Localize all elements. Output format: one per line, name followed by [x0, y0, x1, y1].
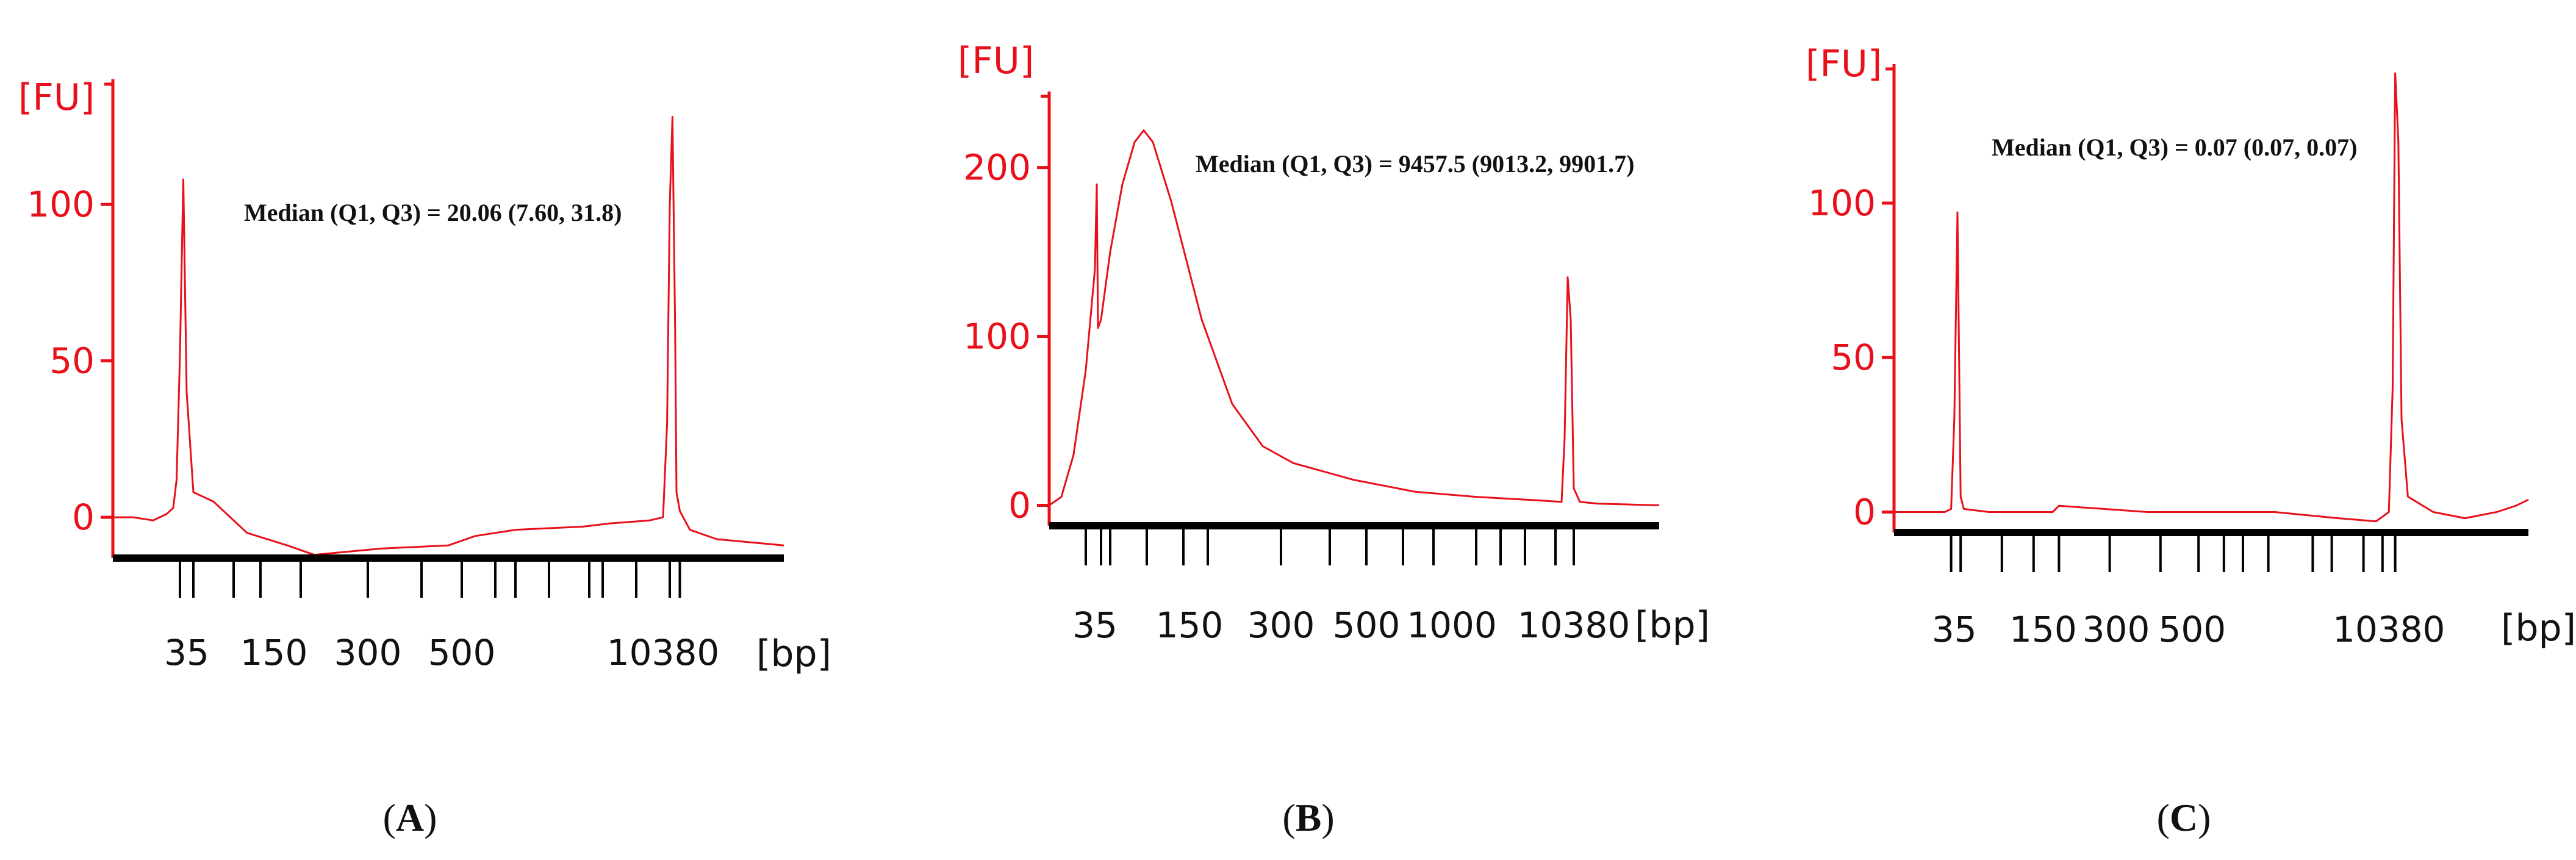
y-tick-label: 0	[1853, 491, 1876, 532]
y-tick-label: 0	[1008, 484, 1031, 526]
x-axis-tick-labels: 35 150 300 500 10380	[164, 632, 719, 673]
y-axis-ticks: 0 50 100	[27, 82, 113, 538]
y-unit-label: [FU]	[958, 40, 1034, 82]
y-tick-label: 100	[963, 316, 1031, 357]
x-unit-label: [bp]	[2501, 607, 2576, 650]
chart-panel-b: [FU] Median (Q1, Q3) = 9457.5 (9013.2, 9…	[958, 40, 1710, 647]
panel-label-b: (B)	[1282, 796, 1334, 839]
x-tick-label: 35	[1932, 609, 1977, 650]
median-annotation: Median (Q1, Q3) = 20.06 (7.60, 31.8)	[244, 199, 622, 226]
electropherogram-trace	[113, 116, 784, 556]
y-axis-ticks: 0 100 200	[963, 95, 1049, 526]
x-tick-label: 300	[2083, 609, 2150, 650]
x-axis-ticks	[179, 558, 681, 598]
x-tick-label: 300	[334, 632, 402, 673]
y-tick-label: 0	[72, 496, 95, 538]
y-axis-ticks: 0 50 100	[1808, 67, 1894, 532]
panel-label-c: (C)	[2157, 796, 2211, 839]
x-tick-label: 150	[2009, 609, 2077, 650]
x-tick-label: 10380	[1518, 604, 1631, 646]
x-tick-label: 500	[1333, 604, 1401, 646]
x-unit-label: [bp]	[756, 632, 831, 675]
y-unit-label: [FU]	[1806, 43, 1882, 85]
x-tick-label: 10380	[2333, 609, 2445, 650]
x-unit-label: [bp]	[1635, 604, 1710, 647]
x-tick-label: 150	[240, 632, 308, 673]
x-tick-label: 300	[1247, 604, 1315, 646]
y-tick-label: 200	[963, 147, 1031, 188]
x-tick-label: 10380	[607, 632, 720, 673]
y-tick-label: 100	[1808, 182, 1876, 224]
x-axis-tick-labels: 35 150 300 500 1000 10380	[1072, 604, 1630, 646]
median-annotation: Median (Q1, Q3) = 0.07 (0.07, 0.07)	[1992, 134, 2357, 161]
y-tick-label: 50	[1831, 337, 1876, 378]
x-axis-ticks	[1950, 532, 2397, 572]
x-tick-label: 500	[428, 632, 496, 673]
y-tick-label: 50	[49, 340, 95, 382]
x-tick-label: 150	[1156, 604, 1224, 646]
panel-label-a: (A)	[383, 796, 437, 839]
chart-panel-a: [FU] Median (Q1, Q3) = 20.06 (7.60, 31.8…	[18, 76, 831, 675]
panel-labels: (A) (B) (C)	[383, 796, 2211, 839]
x-tick-label: 35	[164, 632, 209, 673]
x-tick-label: 35	[1072, 604, 1118, 646]
y-tick-label: 100	[27, 184, 95, 225]
x-axis-ticks	[1085, 526, 1575, 565]
x-axis-tick-labels: 35 150 300 500 10380	[1932, 609, 2445, 650]
y-unit-label: [FU]	[18, 76, 95, 119]
electropherogram-trace	[1894, 72, 2529, 523]
x-tick-label: 1000	[1407, 604, 1497, 646]
median-annotation: Median (Q1, Q3) = 9457.5 (9013.2, 9901.7…	[1196, 150, 1634, 177]
chart-panel-c: [FU] Median (Q1, Q3) = 0.07 (0.07, 0.07)…	[1806, 43, 2576, 650]
x-tick-label: 500	[2158, 609, 2226, 650]
electropherogram-trace	[1049, 129, 1660, 506]
